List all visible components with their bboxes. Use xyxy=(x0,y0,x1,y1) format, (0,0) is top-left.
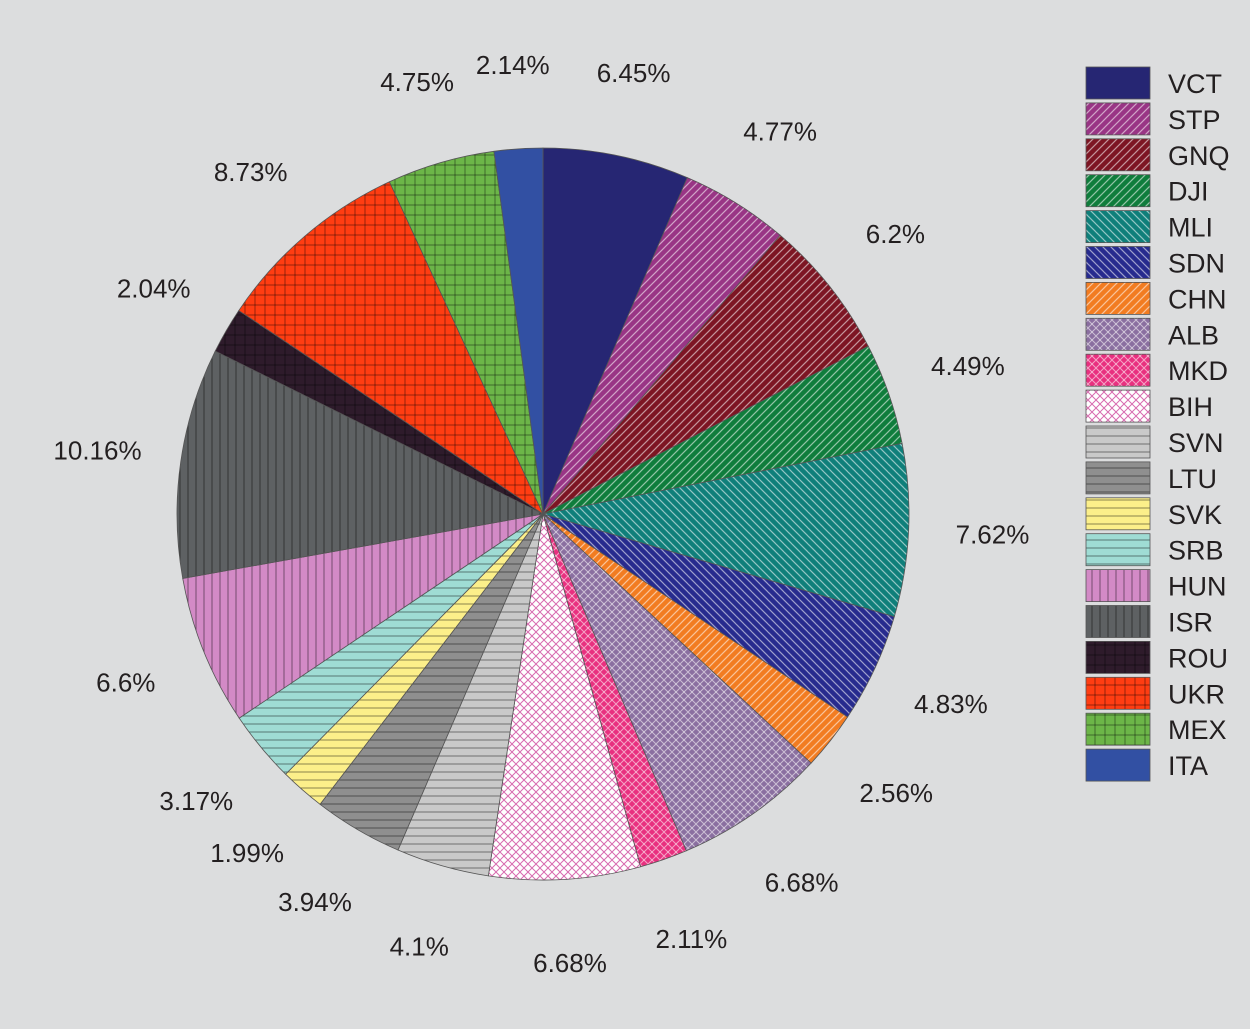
legend-label-ita: ITA xyxy=(1168,751,1208,781)
legend-item-isr: ISR xyxy=(1085,605,1213,638)
legend-label-vct: VCT xyxy=(1168,69,1222,99)
legend-item-vct: VCT xyxy=(1085,66,1222,100)
legend-swatch-gnq xyxy=(1085,138,1151,172)
slice-value-label-isr: 10.16% xyxy=(53,435,141,465)
legend-swatch-mex xyxy=(1085,712,1151,746)
legend-swatch-vct xyxy=(1085,66,1151,100)
slice-value-label-mkd: 2.11% xyxy=(656,924,728,954)
legend-label-ltu: LTU xyxy=(1168,464,1217,494)
pie-slice-vct xyxy=(542,147,688,515)
legend-label-alb: ALB xyxy=(1168,320,1219,350)
legend-item-svk: SVK xyxy=(1085,497,1222,531)
legend-item-svn: SVN xyxy=(1085,425,1224,459)
legend-item-alb: ALB xyxy=(1085,317,1219,351)
legend-swatch-dji xyxy=(1085,174,1151,208)
legend-item-rou: ROU xyxy=(1085,641,1228,674)
legend-swatch-chn xyxy=(1085,281,1151,315)
legend: VCT STP GNQ DJI MLI SDN CHN ALB MKD BIH SVN LTU SVK S… xyxy=(1085,66,1230,782)
slice-value-label-svk: 1.99% xyxy=(210,838,284,868)
pie-slice-hun xyxy=(182,513,544,719)
slice-value-label-hun: 6.6% xyxy=(96,668,155,698)
slice-value-label-sdn: 4.83% xyxy=(914,689,988,719)
slice-value-label-gnq: 6.2% xyxy=(866,219,925,249)
legend-label-svn: SVN xyxy=(1168,428,1224,458)
legend-item-ukr: UKR xyxy=(1085,676,1225,710)
pie-slices xyxy=(176,147,910,881)
legend-label-mex: MEX xyxy=(1168,715,1227,745)
pie-slice-alb xyxy=(542,513,812,852)
legend-label-bih: BIH xyxy=(1168,392,1213,422)
legend-item-srb: SRB xyxy=(1085,533,1224,567)
slice-value-label-vct: 6.45% xyxy=(597,58,671,88)
legend-swatch-ita xyxy=(1085,748,1151,782)
pie-slice-mli xyxy=(542,442,910,618)
legend-item-mex: MEX xyxy=(1085,712,1227,746)
legend-label-sdn: SDN xyxy=(1168,249,1225,279)
slice-value-label-alb: 6.68% xyxy=(765,867,839,897)
legend-swatch-srb xyxy=(1085,533,1151,567)
slice-value-label-mli: 7.62% xyxy=(956,519,1030,549)
legend-swatch-alb xyxy=(1085,317,1151,351)
slice-value-label-ukr: 8.73% xyxy=(214,157,288,187)
slice-value-label-stp: 4.77% xyxy=(743,117,817,147)
legend-item-ltu: LTU xyxy=(1085,461,1217,495)
legend-swatch-rou xyxy=(1085,641,1151,674)
legend-label-chn: CHN xyxy=(1168,284,1227,314)
legend-label-svk: SVK xyxy=(1168,500,1222,530)
slice-value-label-bih: 6.68% xyxy=(533,948,607,978)
slice-value-label-ita: 2.14% xyxy=(476,50,550,80)
legend-swatch-svk xyxy=(1085,497,1151,531)
legend-swatch-stp xyxy=(1085,102,1151,136)
legend-item-chn: CHN xyxy=(1085,281,1227,315)
legend-swatch-mkd xyxy=(1085,353,1151,387)
legend-label-mkd: MKD xyxy=(1168,356,1228,386)
pie-slice-ita xyxy=(493,147,544,515)
slice-value-label-mex: 4.75% xyxy=(380,67,454,97)
legend-label-dji: DJI xyxy=(1168,177,1209,207)
legend-label-ukr: UKR xyxy=(1168,679,1225,709)
legend-item-dji: DJI xyxy=(1085,174,1209,208)
legend-label-rou: ROU xyxy=(1168,643,1228,673)
slice-value-label-chn: 2.56% xyxy=(859,778,933,808)
slice-value-label-svn: 4.1% xyxy=(390,932,449,962)
slice-value-label-srb: 3.17% xyxy=(159,786,233,816)
legend-item-bih: BIH xyxy=(1085,389,1213,423)
pie-slice-isr xyxy=(176,350,545,579)
pie-value-labels: 6.45% 4.77% 6.2% 4.49% 7.62% 4.83% 2.56% 6.68% 2… xyxy=(53,50,1029,978)
legend-swatch-sdn xyxy=(1085,246,1151,279)
legend-label-isr: ISR xyxy=(1168,608,1213,638)
legend-label-stp: STP xyxy=(1168,105,1221,135)
legend-swatch-bih xyxy=(1085,389,1151,423)
legend-item-ita: ITA xyxy=(1085,748,1208,782)
slice-value-label-ltu: 3.94% xyxy=(278,887,352,917)
slice-value-label-dji: 4.49% xyxy=(931,351,1005,381)
slice-value-label-rou: 2.04% xyxy=(117,273,191,303)
pie-slice-ukr xyxy=(238,181,544,516)
legend-swatch-ltu xyxy=(1085,461,1151,495)
legend-swatch-svn xyxy=(1085,425,1151,459)
legend-label-hun: HUN xyxy=(1168,572,1227,602)
pie-slice-gnq xyxy=(542,234,869,515)
legend-item-hun: HUN xyxy=(1085,569,1227,602)
legend-item-mkd: MKD xyxy=(1085,353,1228,387)
legend-swatch-mli xyxy=(1085,210,1151,244)
legend-item-sdn: SDN xyxy=(1085,246,1225,279)
legend-label-gnq: GNQ xyxy=(1168,141,1230,171)
legend-swatch-hun xyxy=(1085,569,1151,602)
legend-item-stp: STP xyxy=(1085,102,1221,136)
legend-label-srb: SRB xyxy=(1168,536,1224,566)
legend-swatch-isr xyxy=(1085,605,1151,638)
legend-item-gnq: GNQ xyxy=(1085,138,1230,172)
legend-swatch-ukr xyxy=(1085,676,1151,710)
legend-label-mli: MLI xyxy=(1168,213,1213,243)
legend-item-mli: MLI xyxy=(1085,210,1213,244)
pie-slice-bih xyxy=(487,513,642,881)
